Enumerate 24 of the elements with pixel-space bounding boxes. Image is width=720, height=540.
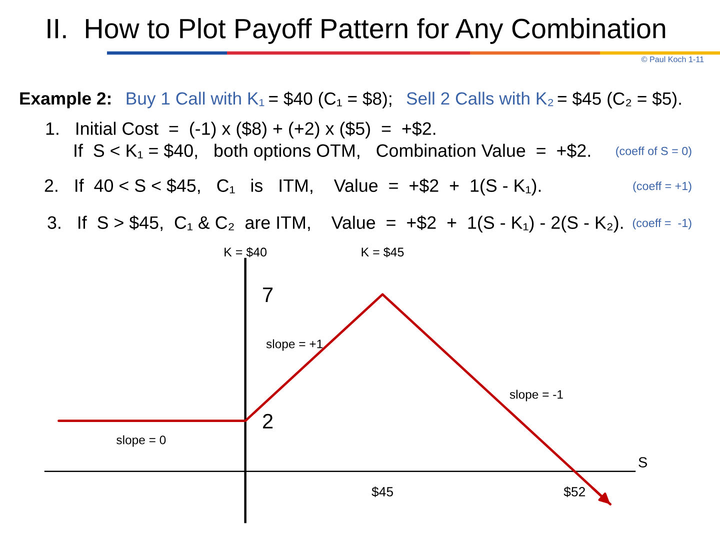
annotation: slope = 0 [116, 435, 166, 447]
text: K = $40 [224, 247, 267, 258]
annotation: slope = -1 [510, 390, 563, 402]
text: 2. If 40 < S < $45, C₁ is ITM, Value = +$2 + 1(S - K₁). [44, 178, 541, 196]
text: (coeff = -1) [632, 218, 692, 230]
text: 1. Initial Cost = (-1) x ($8) + (+2) x ($5) = +$2. [46, 122, 436, 138]
text: Sell 2 Calls with K₂ [406, 92, 554, 106]
text: © Paul Koch 1-11 [641, 56, 704, 62]
text: 3. If S > $45, C₁ & C₂ are ITM, Value = +$2 + 1(S - K₁) - 2(S - K₂). [48, 216, 623, 232]
x-axis-title: S [638, 457, 648, 468]
text: K = $45 [362, 247, 404, 258]
text: (coeff = +1) [633, 182, 692, 192]
text: Example 2: [20, 92, 110, 108]
annotation: slope = +1 [266, 339, 323, 351]
x-tick-label: $52 [564, 486, 585, 498]
text: If S < K₁ = $40, both options OTM, Combination Value = +$2. [74, 144, 590, 160]
chart-title: II. How to Plot Payoff Pattern for Any Combination [48, 18, 666, 44]
text: (coeff of S = 0) [616, 146, 692, 158]
text: Buy 1 Call with K₁ [126, 92, 264, 108]
text: = $40 (C₁ = $8); [269, 92, 392, 108]
x-tick-label: $45 [372, 486, 393, 498]
y-tick-label: 7 [263, 288, 273, 302]
text: = $45 (C₂ = $5). [558, 92, 681, 108]
y-tick-label: 2 [263, 414, 273, 428]
